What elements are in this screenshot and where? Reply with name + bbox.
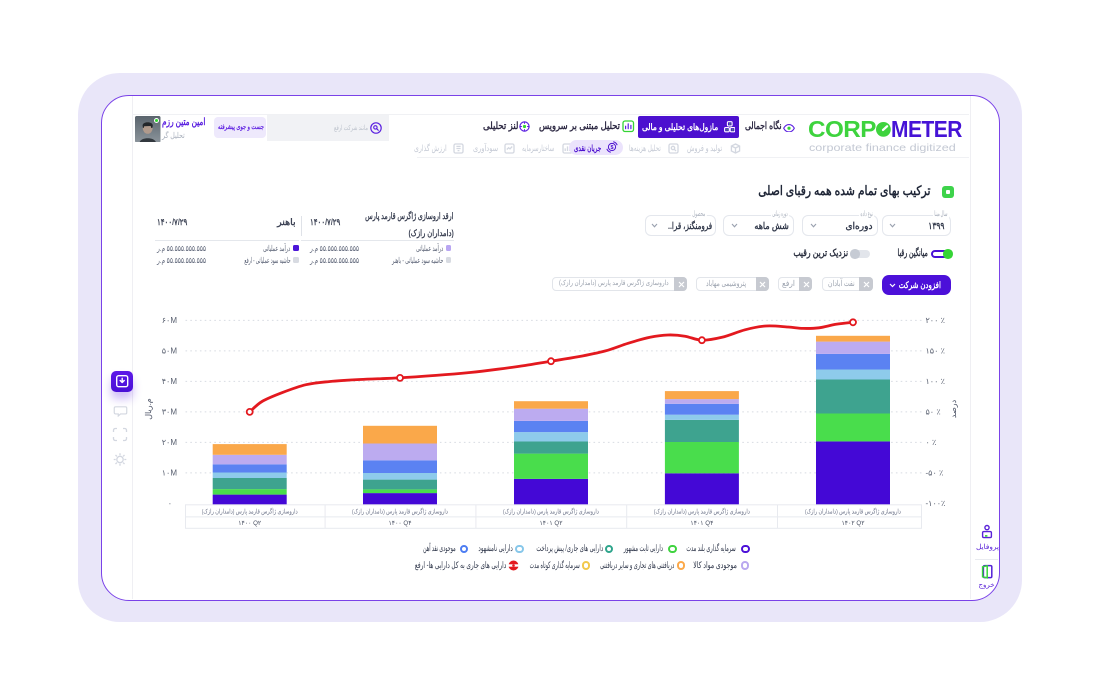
- svg-text:۴۰M: ۴۰M: [162, 377, 178, 386]
- svg-text:۱۴۰۰ Q۲: ۱۴۰۰ Q۲: [238, 520, 261, 527]
- svg-text:۰: ۰: [168, 499, 172, 508]
- svg-text:داروسازی ژاگرس قارمد پارس (دام: داروسازی ژاگرس قارمد پارس (دامداران رازک…: [503, 506, 599, 515]
- svg-text:داروسازی ژاگرس قارمد پارس (دام: داروسازی ژاگرس قارمد پارس (دامداران رازک…: [805, 506, 901, 515]
- svg-text:۶۰M: ۶۰M: [162, 316, 178, 325]
- svg-text:داروسازی ژاگرس قارمد پارس (دام: داروسازی ژاگرس قارمد پارس (دامداران رازک…: [352, 506, 448, 515]
- svg-text:-۵۰ ٪: -۵۰ ٪: [926, 469, 944, 478]
- svg-text:$: $: [611, 145, 614, 151]
- svg-text:م.ریال: م.ریال: [144, 398, 153, 420]
- svg-text:۵۰M: ۵۰M: [162, 347, 178, 356]
- svg-text:۱۴۰۰ Q۴: ۱۴۰۰ Q۴: [389, 520, 412, 527]
- svg-text:۱۰M: ۱۰M: [162, 469, 178, 478]
- svg-text:۱۵۰ ٪: ۱۵۰ ٪: [926, 347, 945, 356]
- svg-text:۱۴۰۱ Q۲: ۱۴۰۱ Q۲: [540, 520, 563, 527]
- svg-text:۰ ٪: ۰ ٪: [926, 438, 937, 447]
- svg-text:۱۴۰۲ Q۲: ۱۴۰۲ Q۲: [842, 520, 865, 527]
- svg-text:درصد: درصد: [949, 399, 958, 418]
- svg-text:۳۰M: ۳۰M: [162, 408, 178, 417]
- svg-text:۲۰M: ۲۰M: [162, 438, 178, 447]
- svg-text:داروسازی ژاگرس قارمد پارس (دام: داروسازی ژاگرس قارمد پارس (دامداران رازک…: [654, 506, 750, 515]
- svg-text:۱۴۰۱ Q۴: ۱۴۰۱ Q۴: [690, 520, 713, 527]
- svg-text:۲۰۰ ٪: ۲۰۰ ٪: [926, 316, 945, 325]
- svg-text:۱۰۰ ٪: ۱۰۰ ٪: [926, 377, 945, 386]
- svg-text:-۱۰۰٪: -۱۰۰٪: [926, 499, 946, 508]
- svg-text:داروسازی ژاگرس قارمد پارس (دام: داروسازی ژاگرس قارمد پارس (دامداران رازک…: [202, 506, 298, 515]
- svg-text:۵۰ ٪: ۵۰ ٪: [926, 408, 941, 417]
